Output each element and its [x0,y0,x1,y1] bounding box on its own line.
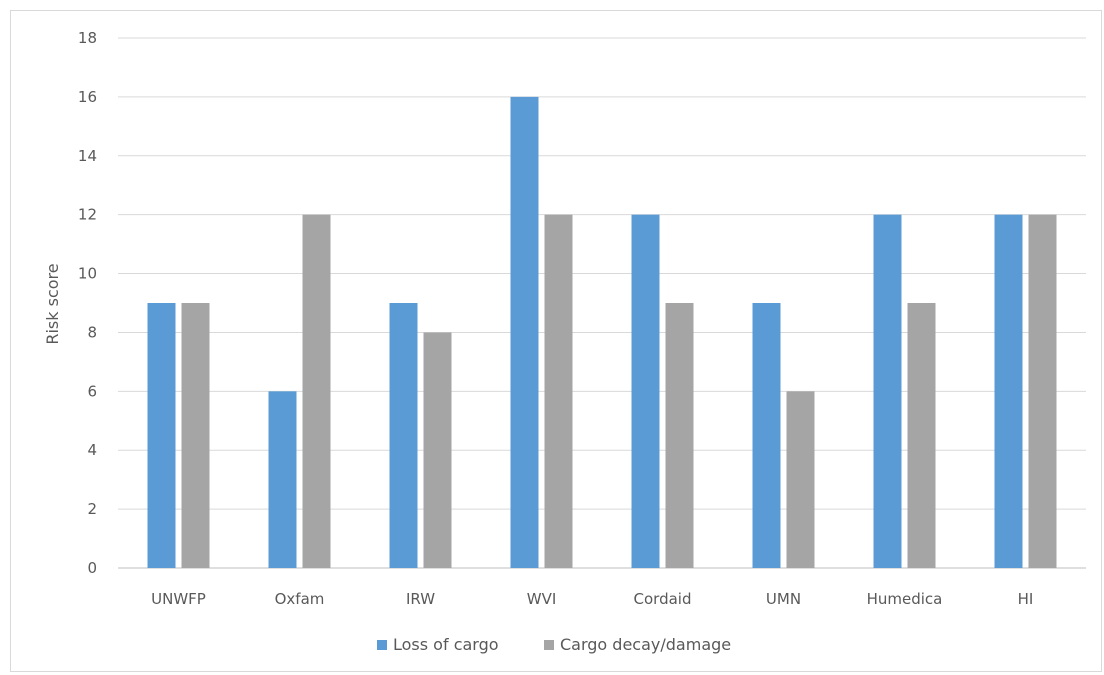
x-axis-ticks: UNWFP Oxfam IRW WVI Cordaid UMN Humedica HI [151,590,1033,608]
legend-label: Loss of cargo [393,635,499,654]
legend-label: Cargo decay/damage [560,635,731,654]
x-tick-label: UNWFP [151,590,206,608]
legend: Loss of cargo Cargo decay/damage [377,635,731,654]
y-tick-label: 2 [87,500,97,518]
bar-cargo-decay-damage [181,303,210,568]
y-axis-title: Risk score [43,263,62,344]
bar-cargo-decay-damage [544,214,573,568]
y-tick-label: 8 [87,323,97,341]
x-tick-label: UMN [766,590,801,608]
gridlines [118,37,1086,569]
bar-loss-of-cargo [389,303,418,568]
y-tick-label: 4 [87,441,97,459]
y-tick-label: 18 [78,29,97,47]
bar-cargo-decay-damage [302,214,331,568]
bar-loss-of-cargo [873,214,902,568]
bar-cargo-decay-damage [786,391,815,568]
bar-loss-of-cargo [268,391,297,568]
x-tick-label: HI [1018,590,1034,608]
bar-cargo-decay-damage [1028,214,1057,568]
x-tick-label: Oxfam [275,590,325,608]
bar-loss-of-cargo [147,303,176,568]
bar-loss-of-cargo [994,214,1023,568]
y-axis-ticks: 0 2 4 6 8 10 12 14 16 18 [78,29,97,577]
y-tick-label: 10 [78,265,97,283]
bar-cargo-decay-damage [423,332,452,568]
y-tick-label: 0 [87,559,97,577]
legend-swatch [544,640,554,650]
bar-cargo-decay-damage [665,303,694,568]
y-tick-label: 16 [78,88,97,106]
x-tick-label: WVI [527,590,557,608]
x-tick-label: IRW [406,590,435,608]
bar-cargo-decay-damage [907,303,936,568]
y-tick-label: 6 [87,382,97,400]
legend-swatch [377,640,387,650]
bar-loss-of-cargo [510,96,539,568]
x-tick-label: Humedica [867,590,943,608]
bar-loss-of-cargo [752,303,781,568]
bars [147,96,1057,568]
bar-loss-of-cargo [631,214,660,568]
y-tick-label: 12 [78,206,97,224]
y-tick-label: 14 [78,147,97,165]
x-tick-label: Cordaid [634,590,692,608]
